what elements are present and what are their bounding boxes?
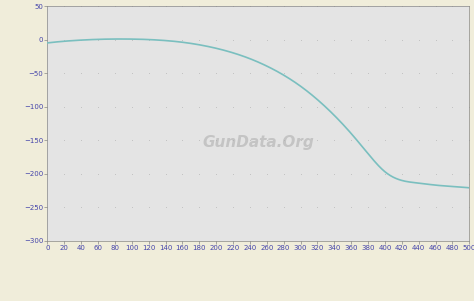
- Text: GunData.Org: GunData.Org: [202, 135, 314, 150]
